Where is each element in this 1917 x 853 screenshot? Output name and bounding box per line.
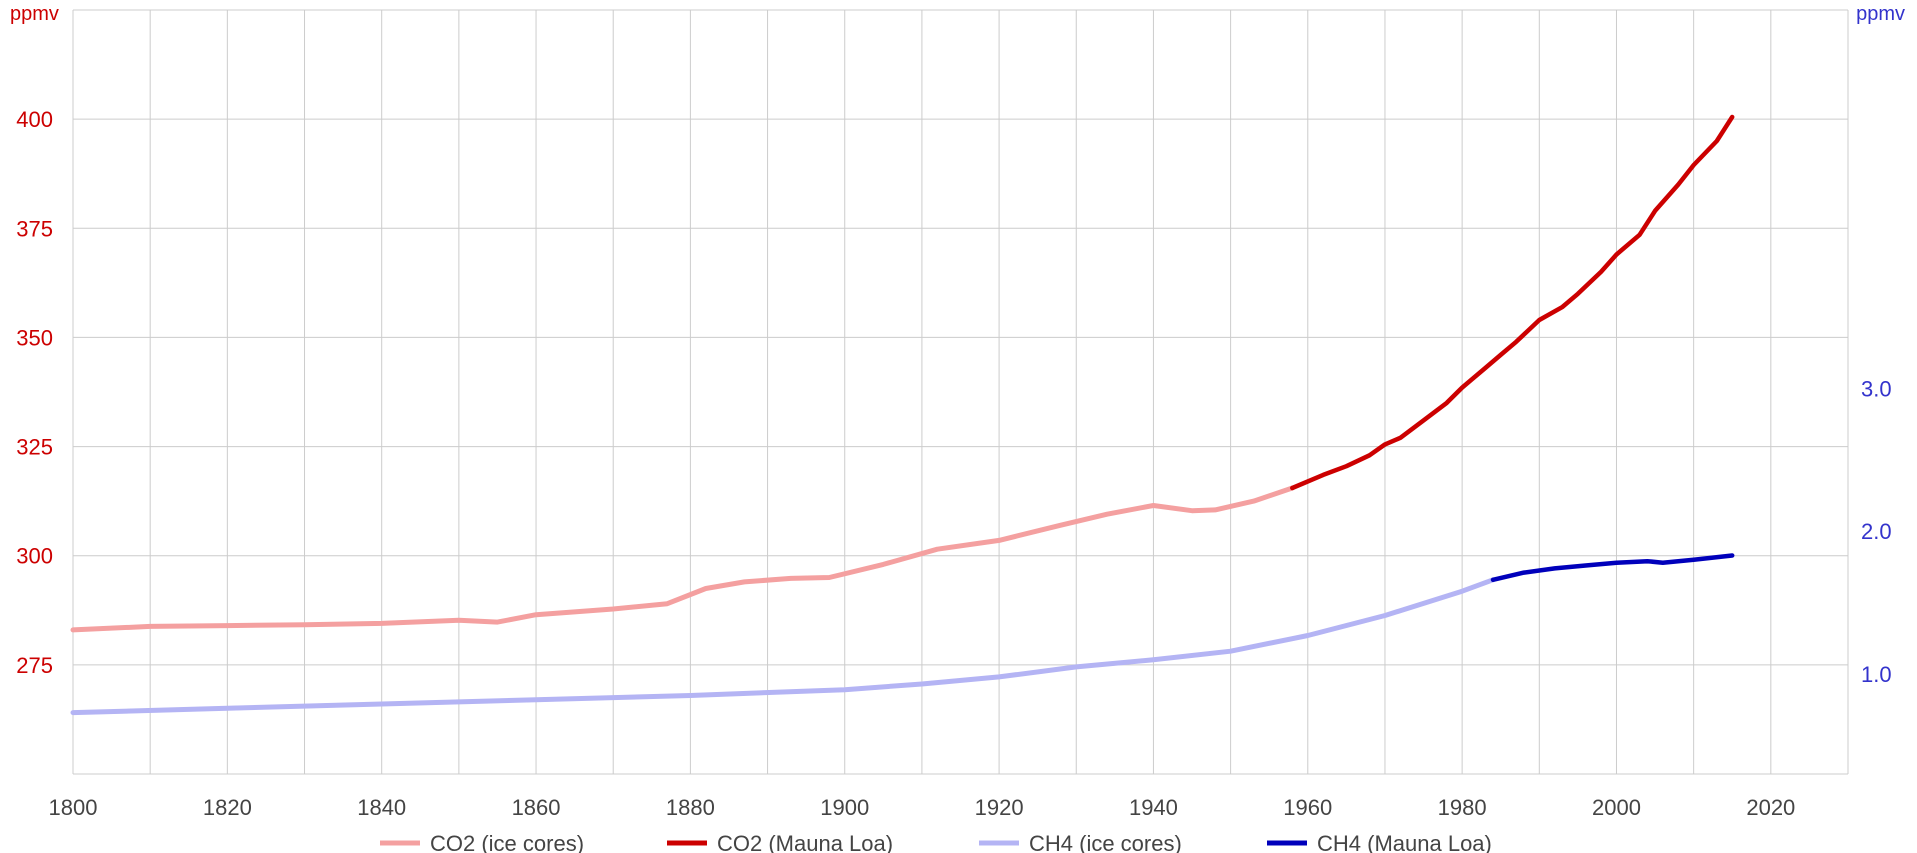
- x-tick-label: 1940: [1129, 795, 1178, 820]
- x-tick-label: 2020: [1746, 795, 1795, 820]
- horizontal-gridlines: [73, 9, 1848, 775]
- x-tick-label: 1820: [203, 795, 252, 820]
- x-axis-tick-labels: 1800 1820 1840 1860 1880 1900 1920 1940 1960 1980…: [49, 795, 1796, 820]
- x-tick-label: 2000: [1592, 795, 1641, 820]
- x-tick-label: 1800: [49, 795, 98, 820]
- left-tick-label: 275: [16, 653, 53, 678]
- right-tick-label: 3.0: [1861, 376, 1892, 401]
- series-line-ch4-mauna-loa: [1490, 553, 1735, 583]
- vertical-gridlines: [72, 10, 1849, 774]
- x-tick-label: 1980: [1438, 795, 1487, 820]
- left-axis-tick-labels: 275 300 325 350 375 400: [16, 107, 53, 678]
- x-tick-label: 1860: [512, 795, 561, 820]
- legend-label: CO2 (ice cores): [430, 831, 584, 853]
- legend: CO2 (ice cores) CO2 (Mauna Loa) CH4 (ice c…: [380, 831, 1492, 853]
- legend-label: CO2 (Mauna Loa): [717, 831, 893, 853]
- left-tick-label: 325: [16, 435, 53, 460]
- legend-label: CH4 (Mauna Loa): [1317, 831, 1492, 853]
- right-tick-label: 1.0: [1861, 662, 1892, 687]
- x-tick-label: 1900: [820, 795, 869, 820]
- right-axis-unit: ppmv: [1856, 3, 1905, 25]
- x-tick-label: 1960: [1283, 795, 1332, 820]
- series-line-co2-ice-cores: [70, 485, 1295, 633]
- left-tick-label: 400: [16, 107, 53, 132]
- x-tick-label: 1840: [357, 795, 406, 820]
- x-tick-label: 1880: [666, 795, 715, 820]
- left-tick-label: 350: [16, 325, 53, 350]
- legend-label: CH4 (ice cores): [1029, 831, 1182, 853]
- series-line-ch4-ice-cores: [70, 577, 1496, 716]
- x-tick-label: 1920: [975, 795, 1024, 820]
- right-axis-tick-labels: 1.0 2.0 3.0: [1861, 376, 1892, 687]
- left-tick-label: 300: [16, 544, 53, 569]
- left-tick-label: 375: [16, 216, 53, 241]
- series-lines: [70, 114, 1735, 716]
- right-tick-label: 2.0: [1861, 519, 1892, 544]
- series-line-co2-mauna-loa: [1290, 114, 1735, 491]
- left-axis-unit: ppmv: [10, 3, 59, 25]
